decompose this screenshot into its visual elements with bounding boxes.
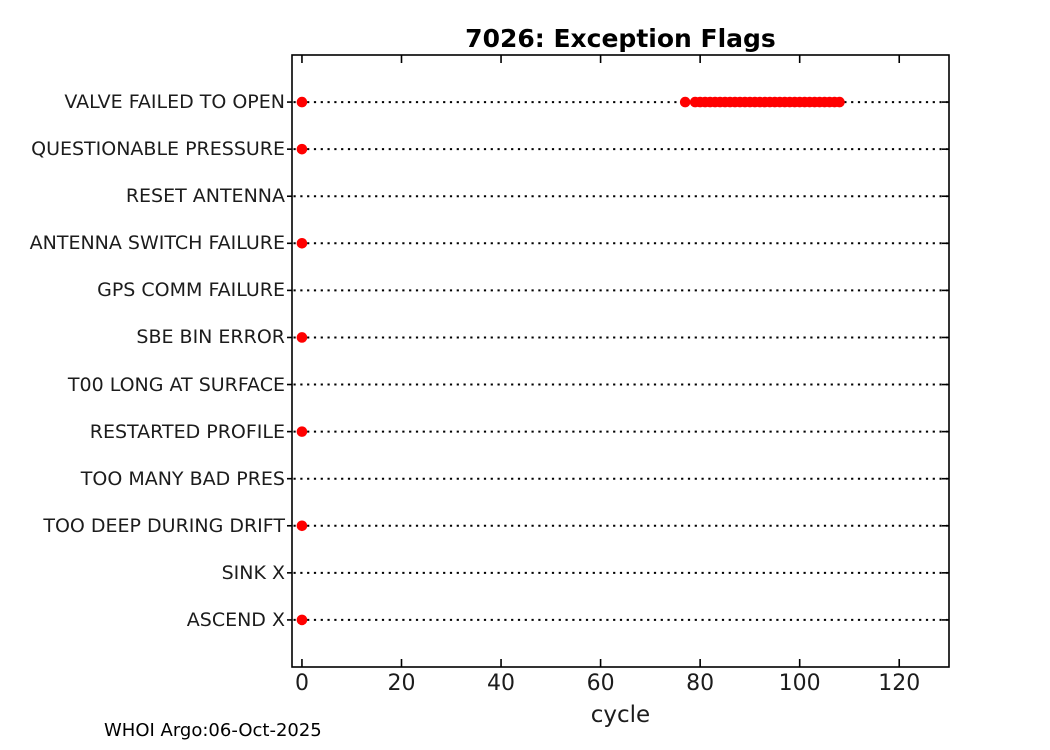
marker-dot: [679, 96, 691, 108]
chart-title: 7026: Exception Flags: [465, 24, 776, 53]
y-axis-label: VALVE FAILED TO OPEN: [64, 91, 285, 114]
x-tick-label: 0: [294, 671, 309, 696]
marker-dot: [296, 238, 308, 249]
x-tick-label: 120: [878, 671, 921, 696]
y-axis-label: RESET ANTENNA: [125, 185, 285, 208]
marker-dot: [296, 614, 308, 626]
y-axis-label: ANTENNA SWITCH FAILURE: [29, 232, 285, 255]
marker-dot: [296, 332, 308, 343]
x-tick-label: 40: [487, 671, 516, 696]
y-axis-label: T00 LONG AT SURFACE: [67, 373, 285, 396]
x-tick-label: 80: [686, 671, 715, 696]
y-axis-label: QUESTIONABLE PRESSURE: [31, 138, 285, 161]
y-axis-label: ASCEND X: [186, 608, 285, 631]
y-axis-label: SINK X: [221, 561, 285, 584]
marker-dot: [296, 520, 308, 532]
y-axis-label: RESTARTED PROFILE: [89, 420, 285, 443]
axes-frame: [291, 54, 950, 668]
marker-dot: [296, 426, 308, 437]
marker-dot: [834, 96, 845, 108]
marker-dot: [296, 96, 308, 108]
x-tick-label: 20: [387, 671, 416, 696]
y-axis-label: TOO DEEP DURING DRIFT: [43, 514, 285, 537]
y-axis-label: TOO MANY BAD PRES: [80, 467, 285, 490]
y-axis-label: GPS COMM FAILURE: [97, 279, 285, 302]
watermark-text: WHOI Argo:06-Oct-2025: [104, 720, 322, 741]
marker-dot: [296, 143, 308, 155]
x-tick-label: 60: [586, 671, 615, 696]
y-axis-label: SBE BIN ERROR: [136, 326, 285, 349]
x-axis-label: cycle: [590, 702, 651, 728]
x-tick-label: 100: [778, 671, 821, 696]
